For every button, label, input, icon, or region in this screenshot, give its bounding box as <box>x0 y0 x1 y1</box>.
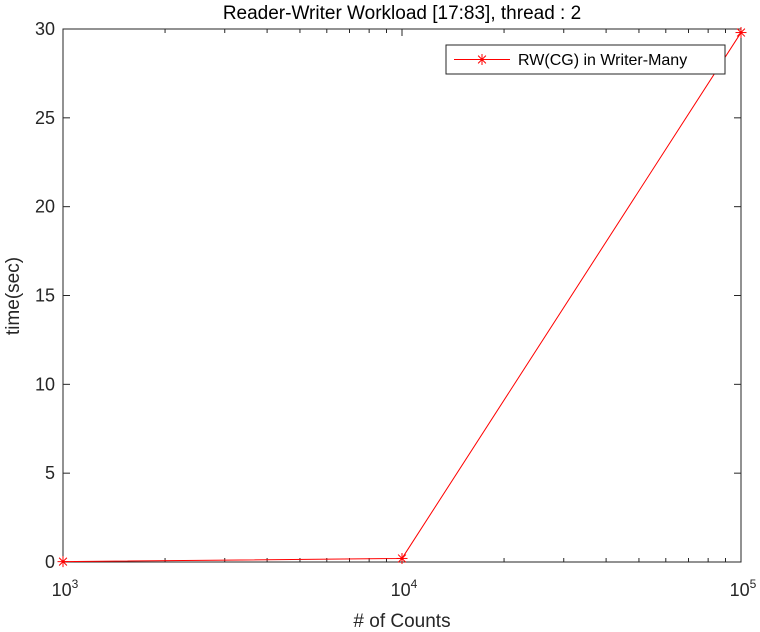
legend-swatch <box>454 54 510 65</box>
plot-area <box>57 27 747 568</box>
chart-title: Reader-Writer Workload [17:83], thread :… <box>223 3 581 24</box>
y-tick-label: 30 <box>35 19 55 39</box>
y-tick-label: 25 <box>35 108 55 128</box>
legend: RW(CG) in Writer-Many <box>445 44 726 75</box>
x-tick-label: 105 <box>730 577 757 600</box>
legend-marker <box>476 54 488 65</box>
x-tick-label: 103 <box>52 577 79 600</box>
plot-frame <box>62 28 742 563</box>
legend-label: RW(CG) in Writer-Many <box>518 52 687 69</box>
data-point-marker <box>396 552 408 564</box>
y-axis-label: time(sec) <box>3 257 24 335</box>
series-layer <box>57 27 747 568</box>
data-point-marker <box>735 27 747 39</box>
y-tick-label: 0 <box>45 552 55 572</box>
y-tick-labels: 0 5 10 15 20 25 30 <box>35 19 55 572</box>
y-tick-label: 20 <box>35 197 55 217</box>
y-tick-label: 5 <box>45 463 55 483</box>
x-tick-label: 104 <box>391 577 418 600</box>
data-point-marker <box>57 556 69 568</box>
y-tick-label: 10 <box>35 374 55 394</box>
x-tick-labels: 103 104 105 <box>52 577 757 600</box>
y-tick-label: 15 <box>35 286 55 306</box>
x-axis-label: # of Counts <box>353 611 450 632</box>
